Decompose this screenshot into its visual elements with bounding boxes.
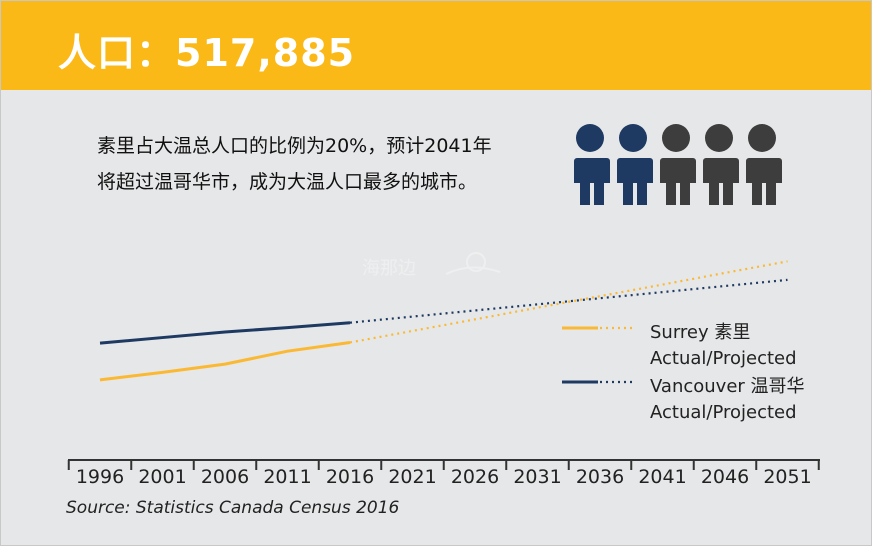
legend-label-0: Surrey 素里 (650, 322, 750, 343)
x-tick-label: 2051 (763, 466, 811, 488)
person-icon (702, 124, 739, 205)
x-axis: 1996 2001 2006 2011 2016 2021 2026 2031 2036 2041… (67, 459, 820, 488)
people-icon-group (573, 124, 782, 205)
legend-label-1: Vancouver 温哥华 (650, 376, 805, 397)
x-tick-label: 2011 (263, 466, 311, 488)
person-icon (616, 124, 653, 205)
chart-lines (99, 260, 788, 382)
watermark-wave-icon (445, 266, 501, 275)
person-icon (745, 124, 782, 205)
series-1-projected-line (349, 278, 788, 324)
header-banner: 人口：517,885 (0, 0, 872, 90)
watermark-logo: 海那边 (362, 252, 501, 279)
description: 素里占大温总人口的比例为20%，预计2041年 将超过温哥华市，成为大温人口最多… (97, 128, 557, 200)
x-tick-label: 1996 (76, 466, 124, 488)
legend-sublabel-1: Actual/Projected (650, 402, 797, 423)
x-tick-label: 2021 (388, 466, 436, 488)
series-0-projected-line (349, 260, 788, 344)
chart-legend: Surrey 素里 Actual/Projected Vancouver 温哥华 Ac… (562, 322, 805, 423)
series-1-actual-line (99, 321, 351, 345)
person-icon (573, 124, 610, 205)
x-tick-label: 2016 (326, 466, 374, 488)
person-icon (659, 124, 696, 205)
watermark-text: 海那边 (362, 258, 416, 279)
description-line-2: 将超过温哥华市，成为大温人口最多的城市。 (97, 171, 478, 193)
page-title: 人口：517,885 (58, 31, 356, 75)
watermark-pin-icon (466, 252, 486, 272)
x-tick-label: 2041 (638, 466, 686, 488)
legend-sublabel-0: Actual/Projected (650, 348, 797, 369)
x-tick-label: 2036 (576, 466, 624, 488)
x-tick-label: 2046 (701, 466, 749, 488)
source-note: Source: Statistics Canada Census 2016 (66, 498, 400, 518)
description-line-1: 素里占大温总人口的比例为20%，预计2041年 (97, 135, 492, 157)
x-tick-label: 2031 (513, 466, 561, 488)
x-tick-label: 2001 (138, 466, 186, 488)
x-tick-label: 2006 (201, 466, 249, 488)
x-tick-label: 2026 (451, 466, 499, 488)
series-0-actual-line (99, 340, 351, 382)
